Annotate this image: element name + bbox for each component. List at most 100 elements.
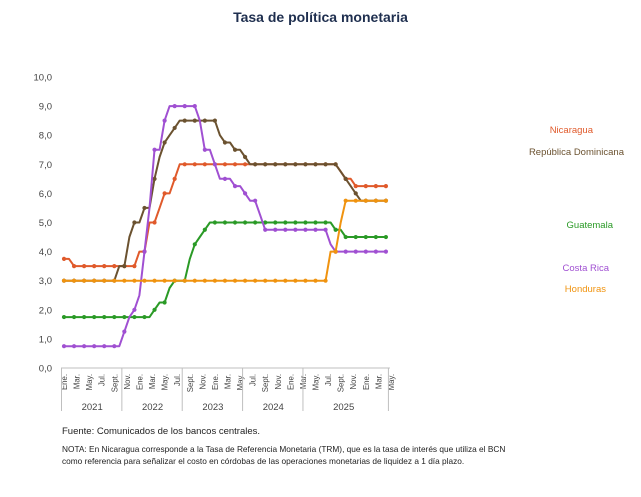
data-point — [373, 198, 378, 203]
data-point — [232, 147, 238, 152]
data-point — [253, 220, 258, 225]
data-point — [242, 162, 248, 167]
data-point — [82, 278, 87, 283]
data-point — [112, 264, 117, 269]
data-point — [333, 249, 338, 254]
data-point — [71, 314, 77, 320]
x-tick-label: Nov. — [349, 374, 358, 389]
data-point — [182, 162, 187, 167]
data-point — [263, 227, 268, 232]
data-point — [343, 176, 348, 181]
data-point — [162, 118, 167, 123]
data-point — [132, 314, 137, 320]
y-tick-label: 9,0 — [39, 102, 52, 113]
x-tick-label: Ene. — [60, 374, 69, 390]
data-point — [192, 104, 197, 109]
x-tick-label: Jul. — [98, 374, 107, 386]
data-point — [172, 176, 177, 181]
x-tick-label: Mar. — [148, 374, 157, 389]
data-point — [61, 278, 67, 283]
series-line-rep-blica-dominicana — [64, 119, 386, 282]
data-point — [152, 147, 157, 152]
y-tick-label: 1,0 — [39, 334, 52, 345]
data-point — [333, 162, 338, 167]
data-point — [373, 249, 378, 254]
data-point — [102, 344, 107, 349]
data-point — [222, 220, 228, 225]
data-point — [283, 278, 288, 283]
series-label-honduras: Honduras — [565, 284, 606, 295]
year-label: 2021 — [82, 402, 103, 413]
data-point — [82, 264, 87, 269]
data-point — [242, 154, 248, 160]
data-point — [323, 220, 328, 225]
x-tick-label: Ene. — [211, 374, 220, 390]
data-point — [182, 104, 187, 109]
data-point — [303, 220, 308, 225]
data-point — [202, 118, 207, 123]
year-label: 2025 — [333, 402, 354, 413]
data-point — [313, 227, 318, 232]
data-point — [122, 329, 127, 334]
data-point — [283, 162, 288, 167]
data-point — [61, 314, 67, 320]
data-point — [353, 184, 358, 189]
data-point — [303, 278, 308, 283]
data-point — [162, 140, 167, 145]
data-point — [71, 264, 77, 269]
data-point — [222, 140, 228, 145]
data-point — [152, 220, 157, 225]
data-point — [373, 234, 378, 240]
data-point — [222, 162, 228, 167]
data-point — [202, 278, 207, 283]
data-point — [383, 234, 389, 240]
x-tick-label: Mar. — [374, 374, 383, 389]
data-point — [242, 220, 248, 225]
data-point — [293, 227, 298, 232]
data-point — [273, 220, 278, 225]
data-point — [293, 220, 298, 225]
data-point — [192, 118, 197, 123]
x-tick-label: May. — [85, 374, 94, 390]
x-tick-label: Mar. — [73, 374, 82, 389]
y-tick-label: 5,0 — [39, 218, 52, 229]
x-tick-label: May. — [161, 374, 170, 390]
x-tick-label: Jul. — [173, 374, 182, 386]
x-tick-label: May. — [387, 374, 396, 390]
data-point — [142, 249, 147, 254]
data-point — [82, 344, 87, 349]
series-label-rep-blica-dominicana: República Dominicana — [529, 147, 625, 158]
data-point — [92, 264, 97, 269]
data-point — [283, 227, 288, 232]
data-point — [122, 314, 127, 320]
data-point — [383, 249, 389, 254]
data-point — [323, 227, 328, 232]
x-tick-label: Sept. — [110, 374, 119, 392]
data-point — [82, 314, 87, 320]
data-point — [232, 278, 238, 283]
data-point — [112, 344, 117, 349]
year-label: 2022 — [142, 402, 163, 413]
data-point — [142, 314, 147, 320]
x-tick-label: Jul. — [324, 374, 333, 386]
data-point — [71, 344, 77, 349]
data-point — [92, 344, 97, 349]
x-tick-label: Ene. — [286, 374, 295, 390]
data-point — [222, 278, 228, 283]
data-point — [253, 198, 258, 203]
data-point — [232, 220, 238, 225]
data-point — [353, 198, 358, 203]
data-point — [232, 184, 238, 189]
data-point — [102, 278, 107, 283]
data-point — [172, 278, 177, 283]
data-point — [182, 118, 187, 123]
data-point — [152, 176, 157, 181]
data-point — [142, 278, 147, 283]
x-tick-label: Sept. — [337, 374, 346, 392]
data-point — [61, 256, 67, 261]
data-point — [253, 162, 258, 167]
data-point — [293, 278, 298, 283]
data-point — [172, 104, 177, 109]
data-point — [152, 278, 157, 283]
